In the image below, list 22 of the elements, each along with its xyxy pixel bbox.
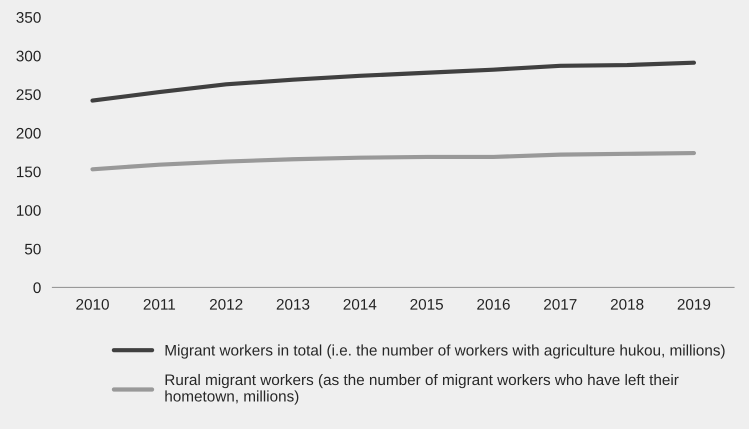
- x-tick-label: 2010: [76, 298, 109, 310]
- x-tick-label: 2019: [678, 298, 710, 310]
- y-tick-label: 150: [16, 166, 41, 178]
- y-tick-label: 350: [16, 12, 41, 23]
- y-tick-label: 250: [16, 89, 41, 100]
- x-tick-label: 2017: [544, 298, 577, 310]
- y-tick-label: 100: [16, 205, 41, 216]
- x-tick-label: 2011: [144, 298, 176, 310]
- y-tick-label: 50: [24, 244, 41, 255]
- line-series: [90, 150, 696, 172]
- legend-label: Migrant workers in total (i.e. the number of workers with agriculture hukou, millions): [166, 344, 725, 359]
- x-tick-label: 2015: [410, 298, 443, 310]
- x-tick-label: 2013: [276, 298, 310, 310]
- x-tick-label: 2016: [477, 298, 510, 310]
- line-series: [90, 60, 696, 103]
- x-tick-label: 2012: [210, 298, 242, 310]
- y-tick-label: 200: [16, 128, 41, 139]
- y-tick-label: 0: [33, 282, 41, 294]
- legend-label: Rural migrant workers (as the number of migrant workers who have left their hometown, millions): [165, 374, 679, 405]
- y-tick-label: 300: [16, 50, 41, 62]
- x-tick-label: 2018: [610, 298, 644, 310]
- x-tick-label: 2014: [344, 298, 376, 310]
